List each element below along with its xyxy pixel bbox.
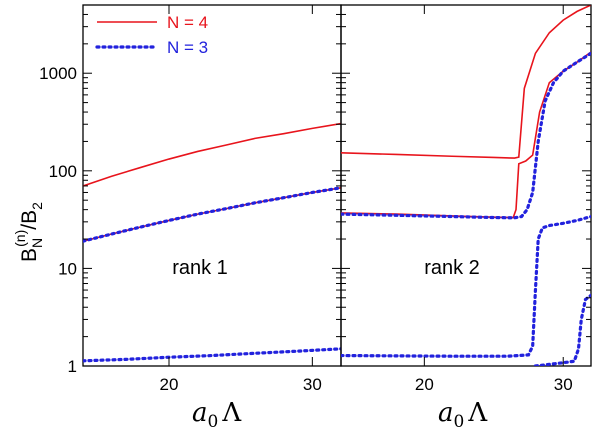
right-series-n4-line-0 [341,5,591,159]
left-chart-marks: 20 30 1 10 100 1000 [39,4,341,394]
right-x-tick-label: 20 [415,375,434,394]
y-tick-label: 1 [68,357,77,376]
right-series-n3-line-4 [533,293,591,366]
svg-text:a0Λ: a0 Λ [438,398,488,427]
right-plot-frame [340,4,592,367]
panel-annotation-rank-1: rank 1 [172,257,228,279]
right-panel: 20 30 rank 2 [340,4,592,394]
y-tick-label: 100 [49,162,77,181]
left-x-tick-label: 30 [303,375,322,394]
left-plot-frame [82,4,342,367]
right-x-tick-label: 30 [554,375,573,394]
right-series-n4-line-1 [341,51,591,219]
y-axis-label: BN(n)/B2 [12,202,45,262]
y-tick-label: 1000 [39,64,77,83]
right-chart-marks: 20 30 [341,4,591,394]
x-axis-label-right: a0 Λ [438,398,488,427]
y-tick-label: 10 [58,259,77,278]
left-series-n3-line-2 [83,186,341,243]
y-axis-label-text: BN(n)/B2 [12,202,45,262]
legend-label-n3: N = 3 [167,38,208,57]
panel-annotation-rank-2: rank 2 [424,257,480,279]
left-series-n4-line-0 [83,122,341,187]
legend: N = 4 N = 3 [95,13,208,57]
right-series-n3-line-3 [341,214,591,358]
svg-text:a0Λ: a0 Λ [192,398,242,427]
left-panel: 20 30 1 10 100 1000 rank 1 [39,4,342,394]
x-axis-label-left: a0 Λ [192,398,242,427]
left-series-n3-line-3 [83,347,341,363]
right-series-n3-line-2 [341,51,591,220]
legend-label-n4: N = 4 [167,13,208,32]
left-x-tick-label: 20 [160,375,179,394]
